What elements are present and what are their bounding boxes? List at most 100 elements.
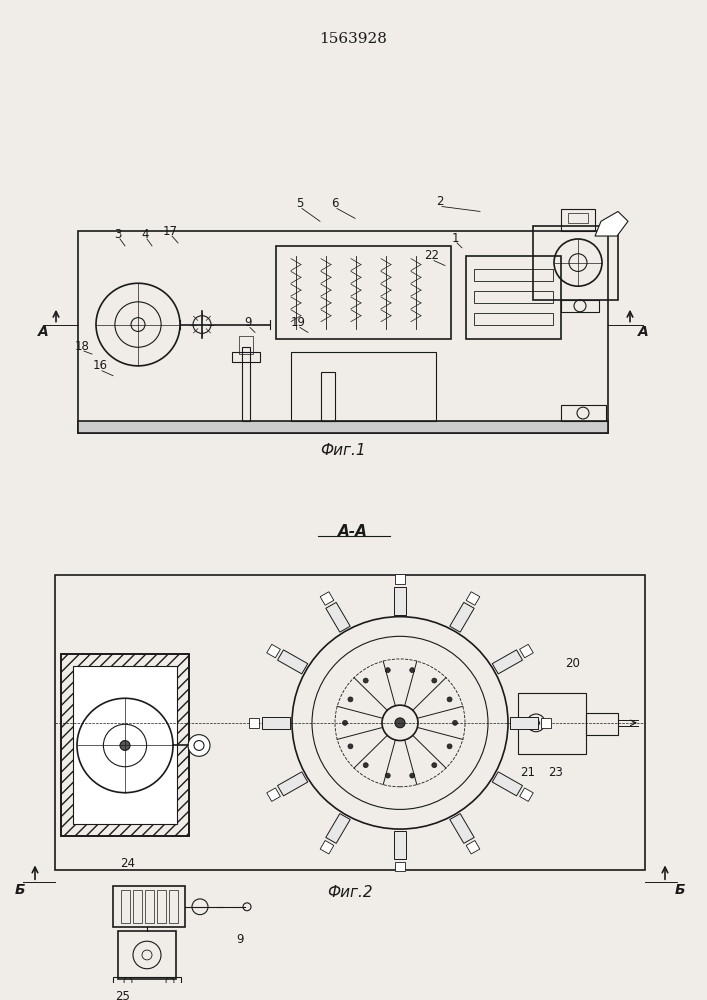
Text: 1: 1 [451, 232, 459, 245]
Circle shape [447, 697, 452, 702]
Polygon shape [492, 772, 522, 796]
Text: 3: 3 [115, 228, 122, 241]
Circle shape [447, 744, 452, 749]
Bar [121, 890, 130, 923]
Text: 25: 25 [115, 990, 130, 1000]
Text: 16: 16 [93, 359, 107, 372]
Bar [239, 336, 253, 354]
Polygon shape [510, 717, 538, 729]
Circle shape [120, 741, 130, 750]
Bar [78, 421, 608, 433]
Bar [73, 666, 177, 824]
Polygon shape [520, 788, 533, 801]
Text: 17: 17 [163, 225, 177, 238]
Bar [518, 693, 586, 754]
Text: 24: 24 [120, 857, 136, 870]
Bar [113, 886, 185, 927]
Circle shape [385, 773, 390, 778]
Bar [291, 352, 436, 421]
Bar [586, 713, 618, 735]
Polygon shape [450, 814, 474, 843]
Text: А: А [37, 325, 48, 339]
Text: 23: 23 [549, 766, 563, 779]
Bar [561, 300, 599, 312]
Circle shape [410, 773, 415, 778]
Text: Б: Б [674, 883, 685, 897]
Circle shape [385, 668, 390, 673]
Bar [169, 890, 178, 923]
Bar [242, 347, 250, 421]
Polygon shape [541, 718, 551, 728]
Polygon shape [466, 840, 480, 854]
Circle shape [395, 718, 405, 728]
Circle shape [348, 697, 353, 702]
Polygon shape [466, 592, 480, 605]
Text: Б: Б [15, 883, 25, 897]
Polygon shape [492, 650, 522, 674]
Bar [118, 931, 176, 979]
Circle shape [77, 698, 173, 793]
Polygon shape [326, 814, 350, 843]
Text: 21: 21 [520, 766, 535, 779]
Polygon shape [267, 788, 281, 801]
Bar [232, 352, 260, 362]
Circle shape [188, 735, 210, 756]
Text: 19: 19 [291, 316, 305, 329]
Polygon shape [249, 718, 259, 728]
Bar [133, 890, 142, 923]
Text: А-А: А-А [338, 524, 368, 539]
Polygon shape [326, 602, 350, 632]
Bar [474, 291, 553, 303]
Circle shape [363, 678, 368, 683]
Text: 4: 4 [141, 228, 148, 241]
Polygon shape [394, 831, 406, 859]
Bar [561, 405, 606, 421]
Bar [113, 977, 181, 986]
Circle shape [432, 763, 437, 768]
Polygon shape [277, 772, 308, 796]
Polygon shape [520, 644, 533, 658]
Polygon shape [395, 574, 405, 584]
Polygon shape [320, 592, 334, 605]
Text: 1563928: 1563928 [319, 32, 387, 46]
Bar [157, 890, 166, 923]
Circle shape [348, 744, 353, 749]
Polygon shape [395, 862, 405, 871]
Polygon shape [450, 602, 474, 632]
Bar [55, 575, 645, 870]
Bar [61, 654, 189, 836]
Text: Фиг.2: Фиг.2 [327, 885, 373, 900]
Polygon shape [267, 644, 281, 658]
Text: 20: 20 [566, 657, 580, 670]
Bar [568, 213, 588, 223]
Bar [321, 372, 335, 421]
Text: 6: 6 [332, 197, 339, 210]
Text: 22: 22 [424, 249, 440, 262]
Circle shape [432, 678, 437, 683]
Polygon shape [262, 717, 290, 729]
Bar [78, 231, 608, 433]
Text: Фиг.1: Фиг.1 [320, 443, 366, 458]
Text: 18: 18 [74, 340, 90, 353]
Circle shape [342, 720, 348, 725]
Bar [474, 313, 553, 325]
Text: 2: 2 [436, 195, 444, 208]
Circle shape [363, 763, 368, 768]
Bar [145, 890, 154, 923]
Circle shape [410, 668, 415, 673]
Polygon shape [320, 840, 334, 854]
Polygon shape [394, 587, 406, 615]
Polygon shape [277, 650, 308, 674]
Bar [466, 256, 561, 339]
Bar [474, 269, 553, 281]
Polygon shape [595, 211, 628, 236]
Bar [533, 226, 618, 300]
Text: 9: 9 [236, 933, 244, 946]
Bar [61, 654, 189, 836]
Bar [561, 209, 595, 231]
Circle shape [452, 720, 457, 725]
Text: 9: 9 [244, 316, 252, 329]
Text: 5: 5 [296, 197, 304, 210]
Bar [276, 246, 451, 339]
Text: А: А [638, 325, 648, 339]
